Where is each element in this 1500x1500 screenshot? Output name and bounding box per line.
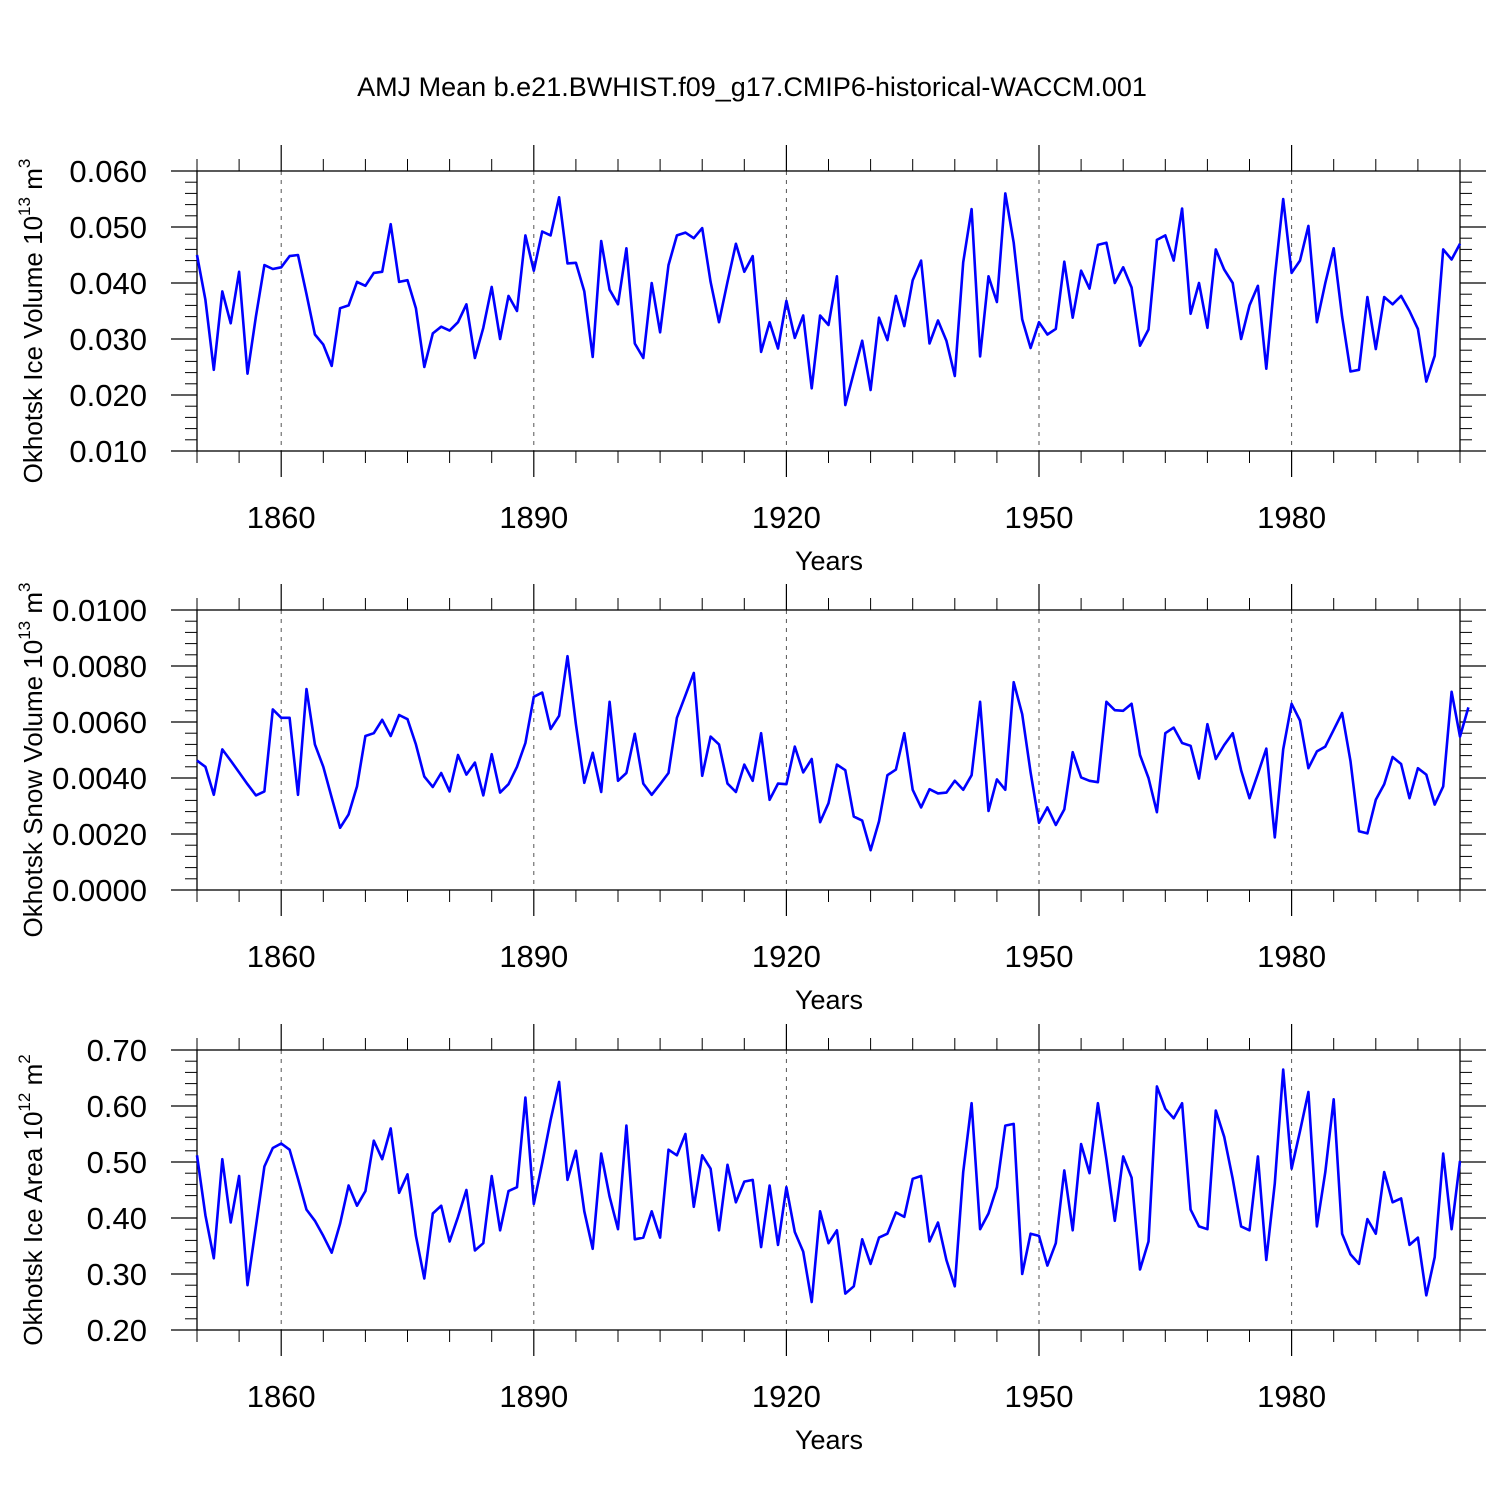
x-axis-label: Years <box>795 546 863 576</box>
panel-3: 0.20 0.30 0.40 0.50 0.60 0.70 1860 1890 1920 1950… <box>15 1024 1486 1455</box>
y-tick-label: 0.0000 <box>52 873 147 908</box>
y-tick-label: 0.010 <box>69 434 147 469</box>
y-axis-label-part: Okhotsk Ice Volume <box>18 245 48 483</box>
y-tick-label: 0.060 <box>69 154 147 189</box>
y-axis-label-part: 13 <box>15 621 34 640</box>
y-tick-label: 0.50 <box>87 1145 147 1180</box>
y-axis-label-part: m <box>18 592 48 621</box>
y-axis-label-part: 2 <box>15 1054 34 1063</box>
y-axis-label-part: m <box>18 168 48 197</box>
y-axis-label-part: 3 <box>15 582 34 591</box>
x-tick-label: 1890 <box>499 500 568 535</box>
x-tick-label: 1860 <box>247 1379 316 1414</box>
x-tick-label: 1950 <box>1005 1379 1074 1414</box>
panel-1: 0.010 0.020 0.030 0.040 0.050 0.060 1860 1890 19… <box>15 145 1486 576</box>
x-tick-label: 1950 <box>1005 500 1074 535</box>
x-axis-label: Years <box>795 1425 863 1455</box>
x-tick-label: 1920 <box>752 1379 821 1414</box>
y-axis-label-part: 3 <box>15 159 34 168</box>
y-axis-label-part: m <box>18 1064 48 1093</box>
y-axis-label: Okhotsk Snow Volume 1013 m3 <box>15 582 48 937</box>
y-tick-label: 0.040 <box>69 266 147 301</box>
y-tick-label: 0.0040 <box>52 761 147 796</box>
y-tick-label: 0.0080 <box>52 649 147 684</box>
y-tick-label: 0.0100 <box>52 593 147 628</box>
y-axis-label-part: 10 <box>18 640 48 669</box>
y-tick-label: 0.30 <box>87 1257 147 1292</box>
y-axis-label-part: 10 <box>18 1112 48 1141</box>
x-tick-label: 1980 <box>1257 1379 1326 1414</box>
x-tick-label: 1920 <box>752 500 821 535</box>
y-axis-label-part: 10 <box>18 216 48 245</box>
x-tick-label: 1950 <box>1005 939 1074 974</box>
x-tick-label: 1920 <box>752 939 821 974</box>
x-tick-label: 1860 <box>247 939 316 974</box>
series-line <box>196 654 1470 852</box>
series-line <box>195 1068 1462 1304</box>
x-tick-label: 1890 <box>499 1379 568 1414</box>
y-axis-label-part: Okhotsk Ice Area <box>18 1140 48 1345</box>
figure-title: AMJ Mean b.e21.BWHIST.f09_g17.CMIP6-hist… <box>357 72 1147 102</box>
plot-frame <box>196 1049 1461 1331</box>
y-axis-label-part: 13 <box>15 197 34 216</box>
y-axis-label-part: Okhotsk Snow Volume <box>18 669 48 938</box>
y-tick-label: 0.70 <box>87 1033 147 1068</box>
y-tick-label: 0.60 <box>87 1089 147 1124</box>
x-axis-label: Years <box>795 985 863 1015</box>
y-tick-label: 0.020 <box>69 378 147 413</box>
x-tick-label: 1980 <box>1257 500 1326 535</box>
y-tick-label: 0.050 <box>69 210 147 245</box>
y-tick-label: 0.030 <box>69 322 147 357</box>
x-tick-label: 1860 <box>247 500 316 535</box>
y-tick-label: 0.40 <box>87 1201 147 1236</box>
y-tick-label: 0.0020 <box>52 817 147 852</box>
y-axis-label: Okhotsk Ice Volume 1013 m3 <box>15 159 48 484</box>
x-tick-label: 1980 <box>1257 939 1326 974</box>
plot-frame <box>196 170 1461 452</box>
y-axis-label-part: 12 <box>15 1093 34 1112</box>
x-tick-label: 1890 <box>499 939 568 974</box>
y-axis-label: Okhotsk Ice Area 1012 m2 <box>15 1054 48 1345</box>
y-tick-label: 0.0060 <box>52 705 147 740</box>
plot-frame <box>196 609 1461 891</box>
series-line <box>195 192 1462 407</box>
y-tick-label: 0.20 <box>87 1313 147 1348</box>
panel-2: 0.0000 0.0020 0.0040 0.0060 0.0080 0.0100 1860… <box>15 582 1486 1015</box>
